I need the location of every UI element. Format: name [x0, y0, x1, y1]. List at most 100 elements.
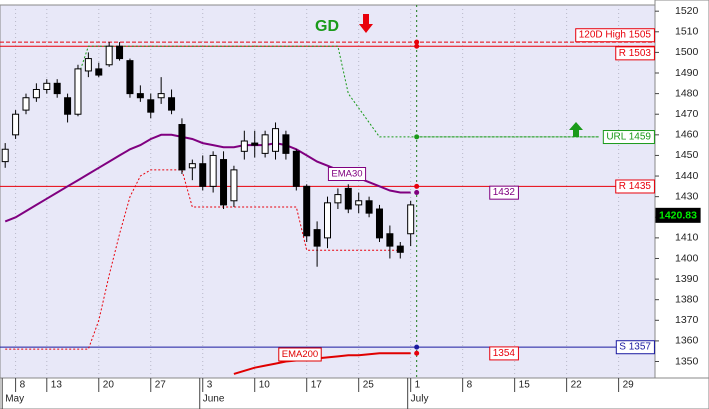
stop-line	[77, 45, 598, 138]
candle-body	[251, 142, 259, 146]
level-dot	[414, 344, 420, 350]
y-tick-label: 1360	[675, 335, 699, 347]
candle-body	[199, 163, 207, 187]
level-label: S 1357	[619, 342, 651, 353]
plot-area	[0, 4, 656, 379]
x-tick-label: 25	[363, 380, 375, 391]
candle-body	[355, 200, 363, 206]
level-label: R 1503	[619, 48, 652, 59]
candle-body	[292, 150, 300, 187]
candle-body	[136, 93, 144, 99]
candle-body	[188, 163, 196, 169]
candle-body	[313, 229, 321, 247]
level-label-box	[615, 46, 655, 61]
x-tick-label: 27	[155, 380, 167, 391]
last-price-box	[655, 207, 701, 223]
x-tick-label: 8	[467, 380, 473, 391]
candle-body	[230, 169, 238, 202]
y-tick-label: 1490	[675, 67, 699, 79]
candle-body	[105, 45, 113, 66]
y-tick-label: 1350	[675, 355, 699, 367]
x-group-label: June	[203, 394, 225, 405]
candle-body	[53, 82, 61, 95]
level-dot	[414, 39, 420, 45]
x-tick-label: 10	[259, 380, 271, 391]
y-tick-label: 1400	[675, 252, 699, 264]
y-tick-label: 1470	[675, 108, 699, 120]
candle-body	[220, 159, 228, 206]
candle-body	[168, 97, 176, 111]
x-group-label: May	[5, 394, 24, 405]
candle-body	[303, 185, 311, 237]
x-tick-label: 8	[20, 380, 26, 391]
last-price-label: 1420.83	[659, 209, 697, 221]
level-label-box	[615, 179, 655, 194]
candle-body	[209, 154, 217, 187]
x-tick-label: 17	[311, 380, 323, 391]
y-tick-label: 1460	[675, 129, 699, 141]
x-tick-label: 29	[623, 380, 635, 391]
level-dot	[414, 43, 420, 49]
tag-label-box	[489, 185, 519, 200]
candle-body	[261, 134, 269, 154]
stop-line	[5, 169, 401, 350]
y-tick-label: 1480	[675, 87, 699, 99]
tag-label-box	[489, 346, 519, 361]
candle-body	[84, 58, 92, 72]
y-tick-label: 1440	[675, 170, 699, 182]
ema-line	[233, 352, 411, 375]
tag-dot	[414, 350, 420, 356]
candle-body	[334, 194, 342, 204]
x-tick-label: 1	[415, 380, 421, 391]
line-label: EMA30	[331, 168, 362, 179]
y-tick-label: 1510	[675, 26, 699, 38]
line-label-box	[278, 347, 322, 362]
chart-title: GD	[315, 18, 339, 35]
y-tick-label: 1380	[675, 293, 699, 305]
tag-label: 1432	[493, 187, 516, 198]
tag-dot	[414, 134, 420, 140]
candle-body	[375, 208, 383, 239]
candle-body	[22, 97, 30, 111]
candle-body	[240, 140, 248, 152]
level-label-box	[575, 28, 655, 43]
x-tick-label: 22	[571, 380, 583, 391]
y-tick-label: 1410	[675, 232, 699, 244]
candle-body	[344, 187, 352, 210]
buy-arrow	[569, 122, 583, 137]
candle-body	[43, 82, 51, 90]
candle-body	[74, 68, 82, 115]
x-tick-label: 15	[519, 380, 531, 391]
x-tick-label: 3	[207, 380, 213, 391]
candle-body	[396, 245, 404, 253]
line-label-box	[327, 166, 367, 181]
level-label: 120D High 1505	[579, 30, 652, 41]
y-tick-label: 1390	[675, 273, 699, 285]
candle-body	[157, 93, 165, 99]
candle-body	[282, 134, 290, 154]
candle-body	[386, 233, 394, 247]
candle-body	[365, 200, 373, 214]
candle-body	[95, 68, 103, 76]
candle-body	[272, 128, 280, 152]
candle-body	[12, 113, 20, 136]
candle-body	[64, 97, 72, 115]
x-axis-area	[0, 377, 709, 409]
line-label: EMA200	[282, 349, 318, 360]
candle-body	[126, 60, 134, 95]
y-tick-label: 1500	[675, 46, 699, 58]
level-label: R 1435	[619, 181, 652, 192]
x-tick-label: 13	[51, 380, 63, 391]
tag-label-box	[602, 130, 655, 145]
candle-body	[1, 148, 9, 163]
candle-body	[147, 99, 155, 113]
tag-label: URL 1459	[606, 132, 651, 143]
level-dot	[414, 183, 420, 189]
candle-body	[324, 202, 331, 239]
y-tick-label: 1450	[675, 149, 699, 161]
x-group-label: July	[411, 394, 429, 405]
candle-body	[178, 124, 186, 171]
tag-dot	[414, 190, 420, 196]
